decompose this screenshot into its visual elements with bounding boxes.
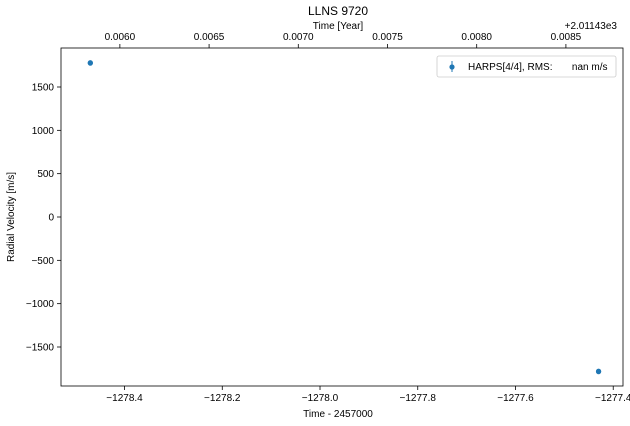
data-point [595,369,602,375]
y-tick-label: 0 [48,213,54,224]
y-tick-label: 1000 [32,126,55,137]
x-tick-label: −1278.4 [106,393,143,404]
y-axis-label: Radial Velocity [m/s] [6,172,17,262]
chart-title: LLNS 9720 [308,4,368,18]
y-tick-label: 500 [37,169,54,180]
top-x-tick-label: 0.0075 [372,32,403,43]
top-x-tick-label: 0.0085 [551,32,582,43]
data-point [87,60,93,66]
top-x-tick-label: 0.0080 [461,32,492,43]
top-x-axis-label: Time [Year] [313,21,364,32]
legend: HARPS[4/4], RMS: nan m/s [436,55,617,78]
top-x-axis-offset-label: +2.01143e3 [565,21,618,32]
top-x-tick-label: 0.0060 [105,32,136,43]
top-x-tick-label: 0.0065 [194,32,225,43]
x-tick-label: −1278.0 [302,393,339,404]
x-axis-label: Time - 2457000 [303,409,373,420]
legend-marker [449,64,455,70]
plot-frame [60,47,624,387]
y-tick-label: −1500 [26,343,55,354]
y-tick-label: −500 [31,256,54,267]
axis-ticks: −1278.4 −1278.2 −1278.0 −1277.8 −1277.6 −1277… [26,32,630,404]
x-tick-label: −1277.4 [595,393,630,404]
legend-entry-harps: HARPS[4/4], RMS: nan m/s [468,62,608,73]
x-tick-label: −1278.2 [204,393,241,404]
x-tick-label: −1277.8 [400,393,437,404]
data-points [87,60,602,375]
legend-box [436,55,617,78]
y-tick-label: 1500 [32,83,55,94]
x-tick-label: −1277.6 [497,393,534,404]
y-tick-label: −1000 [26,299,55,310]
top-x-tick-label: 0.0070 [283,32,314,43]
